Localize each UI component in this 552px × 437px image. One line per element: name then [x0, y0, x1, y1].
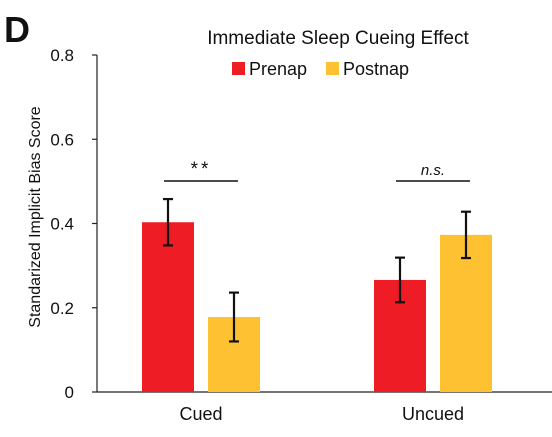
legend-swatch-postnap [326, 62, 339, 75]
y-tick-label: 0.2 [50, 299, 74, 318]
bars [142, 222, 492, 392]
bar-postnap-uncued [440, 234, 492, 392]
significance-annotations: ** n.s. [164, 159, 470, 182]
y-tick-label: 0.8 [50, 46, 74, 65]
y-tick-label: 0.4 [50, 215, 74, 234]
legend-swatch-prenap [232, 62, 245, 75]
x-tick-label: Uncued [402, 404, 464, 424]
x-tick-label: Cued [179, 404, 222, 424]
axes: 0 0.2 0.4 0.6 0.8 Cued Uncued [50, 46, 552, 424]
error-bar-postnap-uncued [461, 210, 471, 260]
chart-title: Immediate Sleep Cueing Effect [207, 28, 469, 49]
significance-label: ** [191, 159, 212, 180]
error-bar-prenap-cued [163, 197, 173, 247]
y-tick-label: 0.6 [50, 130, 74, 149]
legend-label-postnap: Postnap [343, 59, 409, 79]
error-bars [163, 197, 471, 343]
error-bar-postnap-cued [229, 291, 239, 343]
bar-prenap-cued [142, 222, 194, 392]
significance-label: n.s. [421, 162, 445, 179]
y-tick-label: 0 [65, 383, 74, 402]
legend-label-prenap: Prenap [249, 59, 307, 79]
panel-label: D [4, 9, 30, 50]
legend: Prenap Postnap [232, 59, 409, 79]
error-bar-prenap-uncued [395, 256, 405, 304]
y-axis-label: Standarized Implicit Bias Score [27, 106, 44, 328]
